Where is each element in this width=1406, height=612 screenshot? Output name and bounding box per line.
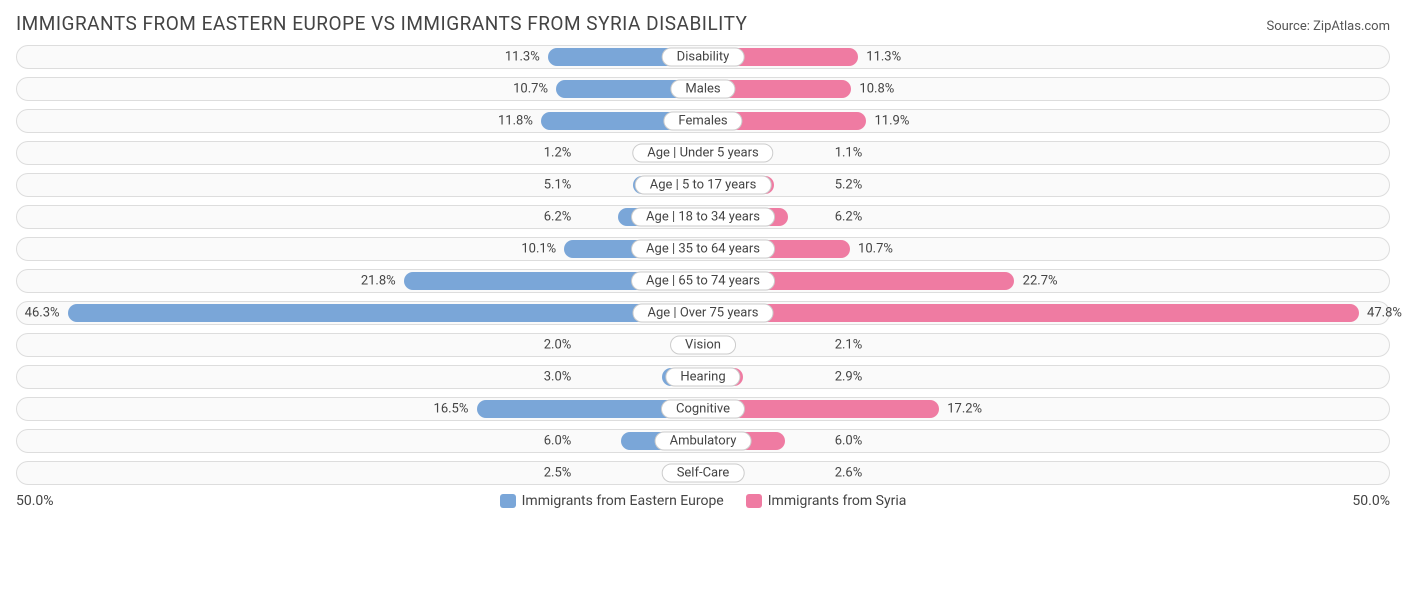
value-left: 2.0% (544, 338, 572, 353)
chart-row: Hearing 3.0% 2.9% (16, 365, 1390, 389)
chart-row: Age | 18 to 34 years 6.2% 6.2% (16, 205, 1390, 229)
axis-left-max: 50.0% (16, 493, 54, 509)
row-category-label: Cognitive (661, 400, 745, 419)
bar-left (68, 304, 703, 322)
value-right: 6.2% (835, 210, 863, 225)
value-right: 5.2% (835, 178, 863, 193)
value-left: 6.2% (544, 210, 572, 225)
value-right: 6.0% (835, 434, 863, 449)
chart-row: Age | 5 to 17 years 5.1% 5.2% (16, 173, 1390, 197)
value-right: 2.6% (835, 466, 863, 481)
row-category-label: Ambulatory (655, 432, 752, 451)
chart-row: Cognitive 16.5% 17.2% (16, 397, 1390, 421)
row-category-label: Age | Under 5 years (632, 144, 773, 163)
row-category-label: Self-Care (662, 464, 745, 483)
value-left: 10.1% (521, 242, 556, 257)
row-category-label: Age | 5 to 17 years (635, 176, 772, 195)
chart-row: Age | Over 75 years46.3%47.8% (16, 301, 1390, 325)
legend-swatch-left (500, 494, 516, 508)
row-category-label: Disability (662, 48, 745, 67)
legend-item-left: Immigrants from Eastern Europe (500, 493, 724, 509)
row-category-label: Age | 65 to 74 years (631, 272, 775, 291)
value-right: 2.1% (835, 338, 863, 353)
value-right: 11.9% (875, 114, 910, 129)
chart-row: Self-Care 2.5% 2.6% (16, 461, 1390, 485)
row-category-label: Hearing (665, 368, 740, 387)
value-right: 22.7% (1023, 274, 1058, 289)
value-right: 10.8% (859, 82, 894, 97)
value-left: 5.1% (544, 178, 572, 193)
bar-right (703, 304, 1359, 322)
chart-row: Vision 2.0% 2.1% (16, 333, 1390, 357)
axis-right-max: 50.0% (1352, 493, 1390, 509)
chart-row: Disability 11.3% 11.3% (16, 45, 1390, 69)
row-category-label: Age | Over 75 years (633, 304, 774, 323)
value-left: 10.7% (513, 82, 548, 97)
value-left: 11.8% (498, 114, 533, 129)
value-left: 1.2% (544, 146, 572, 161)
chart-row: Females 11.8% 11.9% (16, 109, 1390, 133)
value-right: 11.3% (866, 50, 901, 65)
row-category-label: Males (670, 80, 735, 99)
value-right: 17.2% (947, 402, 982, 417)
value-left: 3.0% (544, 370, 572, 385)
value-left: 6.0% (544, 434, 572, 449)
chart-row: Age | 35 to 64 years 10.1% 10.7% (16, 237, 1390, 261)
legend-swatch-right (746, 494, 762, 508)
value-left: 16.5% (434, 402, 469, 417)
legend-item-right: Immigrants from Syria (746, 493, 907, 509)
value-right: 1.1% (835, 146, 863, 161)
chart-row: Age | Under 5 years 1.2% 1.1% (16, 141, 1390, 165)
chart-row: Males 10.7% 10.8% (16, 77, 1390, 101)
row-category-label: Females (663, 112, 742, 131)
legend-label-left: Immigrants from Eastern Europe (522, 493, 724, 509)
legend: Immigrants from Eastern Europe Immigrant… (500, 493, 907, 509)
value-right: 2.9% (835, 370, 863, 385)
row-category-label: Age | 18 to 34 years (631, 208, 775, 227)
value-left: 46.3% (25, 306, 60, 321)
value-left: 21.8% (361, 274, 396, 289)
row-category-label: Age | 35 to 64 years (631, 240, 775, 259)
chart-row: Ambulatory 6.0% 6.0% (16, 429, 1390, 453)
value-right: 10.7% (858, 242, 893, 257)
value-right: 47.8% (1367, 306, 1402, 321)
diverging-bar-chart: Disability 11.3% 11.3% Males 10.7% 10.8% Femal… (16, 45, 1390, 485)
chart-title: IMMIGRANTS FROM EASTERN EUROPE VS IMMIGR… (16, 12, 747, 35)
value-left: 11.3% (505, 50, 540, 65)
chart-row: Age | 65 to 74 years 21.8% 22.7% (16, 269, 1390, 293)
chart-source: Source: ZipAtlas.com (1266, 19, 1390, 34)
legend-label-right: Immigrants from Syria (768, 493, 907, 509)
row-category-label: Vision (670, 336, 736, 355)
value-left: 2.5% (544, 466, 572, 481)
